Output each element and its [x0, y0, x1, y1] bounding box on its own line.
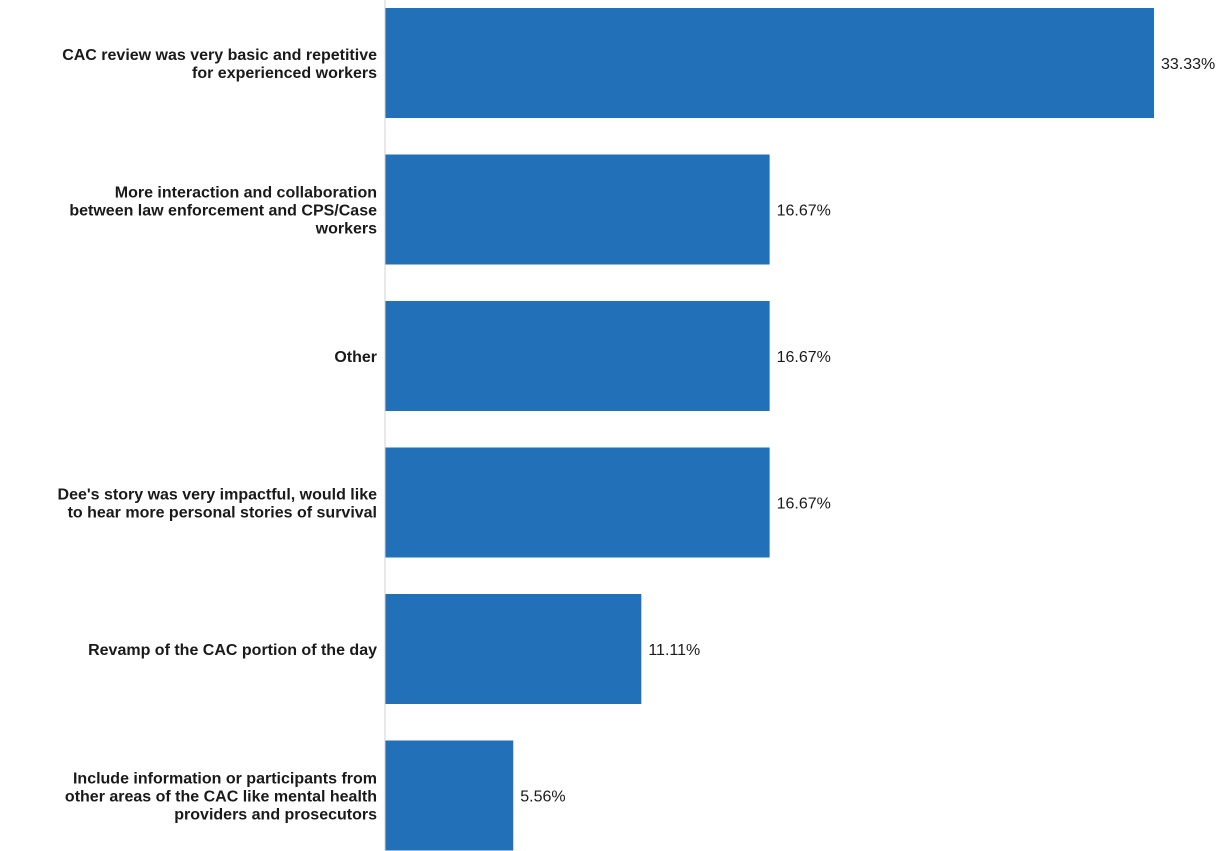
- category-label-4: Dee's story was very impactful, would li…: [58, 487, 378, 522]
- value-label-2: 16.67%: [777, 203, 831, 220]
- bar-1: [385, 8, 1154, 118]
- category-label-line: CAC review was very basic and repetitive: [62, 47, 377, 64]
- category-label-3: Other: [334, 349, 377, 366]
- value-labels: 33.33% 16.67% 16.67% 16.67% 11.11% 5.56%: [520, 56, 1215, 806]
- category-label-6: Include information or participants from…: [65, 771, 377, 824]
- value-label-6: 5.56%: [520, 789, 565, 806]
- category-label-line: providers and prosecutors: [174, 807, 377, 824]
- category-label-line: workers: [315, 221, 377, 238]
- category-label-line: Other: [334, 349, 377, 366]
- bar-4: [385, 447, 770, 558]
- value-label-4: 16.67%: [777, 496, 831, 513]
- category-labels: CAC review was very basic and repetitive…: [58, 47, 378, 824]
- value-label-5: 11.11%: [648, 642, 700, 659]
- category-label-line: for experienced workers: [192, 65, 377, 82]
- bar-6: [385, 740, 514, 851]
- category-label-line: between law enforcement and CPS/Case: [69, 203, 377, 220]
- value-label-3: 16.67%: [777, 349, 831, 366]
- bar-2: [385, 154, 770, 265]
- category-label-line: Include information or participants from: [73, 771, 377, 788]
- category-label-line: to hear more personal stories of surviva…: [68, 505, 377, 522]
- category-label-line: More interaction and collaboration: [115, 185, 377, 202]
- category-label-1: CAC review was very basic and repetitive…: [62, 47, 377, 82]
- category-label-2: More interaction and collaboration betwee…: [69, 185, 377, 238]
- bar-5: [385, 594, 642, 704]
- bar-3: [385, 301, 770, 411]
- category-label-line: Dee's story was very impactful, would li…: [58, 487, 378, 504]
- category-label-line: Revamp of the CAC portion of the day: [88, 642, 377, 659]
- value-label-1: 33.33%: [1161, 56, 1215, 73]
- category-label-line: other areas of the CAC like mental healt…: [65, 789, 377, 806]
- bars-layer: [385, 8, 1154, 851]
- category-label-5: Revamp of the CAC portion of the day: [88, 642, 377, 659]
